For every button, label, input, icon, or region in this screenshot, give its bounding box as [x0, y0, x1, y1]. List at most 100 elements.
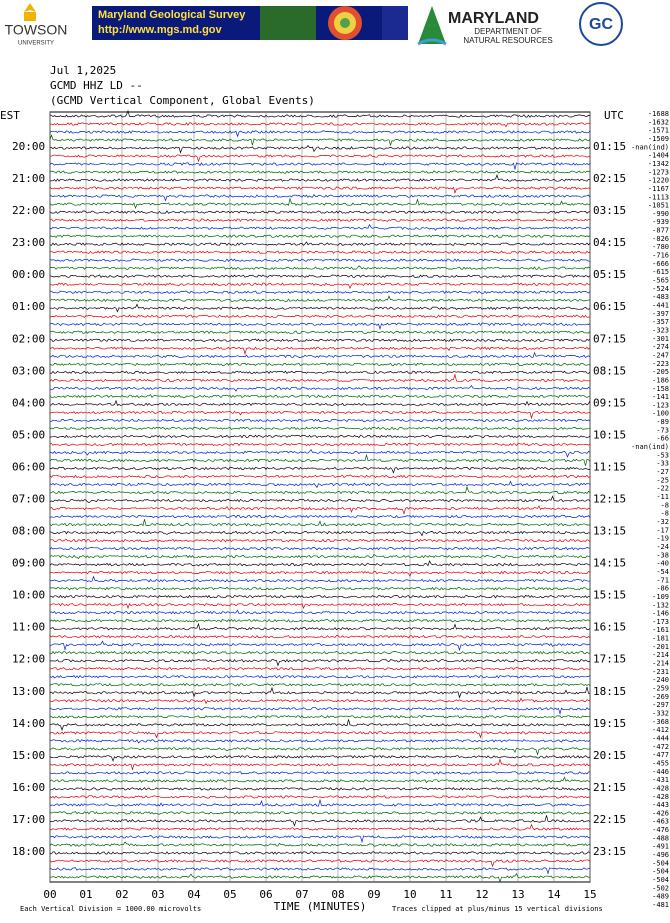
trace-offset: -259: [652, 685, 669, 693]
trace: [49, 771, 591, 775]
trace: [49, 683, 591, 687]
trace-offset: -54: [656, 568, 669, 576]
trace-offset: -240: [652, 676, 669, 684]
trace: [49, 474, 591, 479]
logo-text: GC: [589, 16, 613, 33]
hour-label: 11:00: [12, 621, 45, 634]
x-axis-title: TIME (MINUTES): [274, 900, 367, 913]
trace: [49, 295, 591, 302]
hour-label: 17:15: [593, 653, 626, 666]
trace-offset: -89: [656, 418, 669, 426]
trace-offset: -826: [652, 235, 669, 243]
hour-label: 11:15: [593, 460, 626, 473]
trace-offset: -780: [652, 243, 669, 251]
trace-offset: -297: [652, 701, 669, 709]
trace-offset: -524: [652, 285, 669, 293]
x-tick-label: 11: [439, 888, 452, 901]
trace-offset: -66: [656, 435, 669, 443]
trace: [49, 618, 591, 623]
x-tick-label: 03: [151, 888, 164, 901]
trace-offset: -8: [661, 501, 669, 509]
trace-offset: -455: [652, 759, 669, 767]
trace-offset: -247: [652, 351, 669, 359]
trace: [49, 134, 591, 147]
trace-offset: -1632: [648, 118, 669, 126]
trace: [49, 650, 591, 655]
trace: [49, 241, 591, 246]
trace-offset: -666: [652, 260, 669, 268]
trace: [49, 426, 591, 431]
trace-offset: -8: [661, 510, 669, 518]
trace-offset: -477: [652, 751, 669, 759]
trace-offset: -483: [652, 293, 669, 301]
trace: [49, 282, 591, 290]
hour-label: 01:00: [12, 300, 45, 313]
trace: [49, 519, 591, 527]
trace: [49, 351, 591, 359]
hour-label: 22:15: [593, 813, 626, 826]
trace: [49, 186, 591, 195]
hour-label: 06:15: [593, 300, 626, 313]
trace-offset: -1509: [648, 135, 669, 143]
trace-offset: -231: [652, 668, 669, 676]
trace: [49, 514, 591, 519]
hour-label: 05:00: [12, 428, 45, 441]
trace: [49, 719, 591, 731]
trace-offset: -141: [652, 393, 669, 401]
logo-text: NATURAL RESOURCES: [463, 36, 552, 45]
trace-offset: -201: [652, 643, 669, 651]
trace: [49, 834, 591, 844]
trace: [50, 609, 591, 615]
trace: [49, 338, 591, 342]
trace-offset: -444: [652, 734, 669, 742]
trace-offset: -17: [656, 526, 669, 534]
trace: [49, 538, 591, 543]
gc-logo: GC: [579, 2, 623, 46]
hour-label: 19:15: [593, 717, 626, 730]
zone-label: EST: [0, 109, 20, 122]
trace: [49, 174, 591, 182]
trace: [50, 418, 591, 423]
trace: [50, 154, 591, 163]
trace-offset: -476: [652, 826, 669, 834]
trace: [49, 667, 591, 671]
trace-offset: -502: [652, 884, 669, 892]
trace: [49, 867, 591, 875]
trace-offset: -472: [652, 743, 669, 751]
hour-label: 07:00: [12, 493, 45, 506]
hour-label: 16:15: [593, 621, 626, 634]
trace: [49, 776, 591, 784]
banner-url[interactable]: http://www.mgs.md.gov: [98, 24, 223, 36]
trace-offset: -269: [652, 693, 669, 701]
trace: [49, 495, 591, 504]
trace: [49, 707, 591, 716]
trace: [49, 570, 591, 577]
trace-offset: -301: [652, 335, 669, 343]
trace: [49, 193, 591, 202]
trace: [49, 223, 591, 231]
hour-label: 12:00: [12, 653, 45, 666]
trace: [49, 739, 591, 744]
trace: [49, 747, 591, 756]
trace: [49, 554, 591, 560]
trace: [49, 346, 591, 356]
trace: [50, 594, 591, 599]
trace-offset: -19: [656, 535, 669, 543]
trace: [49, 258, 591, 262]
hour-label: 16:00: [12, 781, 45, 794]
trace-offset: -38: [656, 551, 669, 559]
logo-text: MARYLAND: [448, 10, 539, 27]
trace-offset: -412: [652, 726, 669, 734]
hour-label: 08:15: [593, 364, 626, 377]
trace: [49, 560, 591, 567]
hour-label: 00:00: [12, 268, 45, 281]
trace: [49, 697, 591, 705]
trace-offset: -443: [652, 801, 669, 809]
hour-label: 04:15: [593, 236, 626, 249]
hour-label: 14:15: [593, 557, 626, 570]
trace: [49, 265, 591, 270]
trace-offset: -1220: [648, 177, 669, 185]
trace: [49, 453, 591, 466]
trace-offset: -27: [656, 468, 669, 476]
trace: [49, 815, 591, 827]
